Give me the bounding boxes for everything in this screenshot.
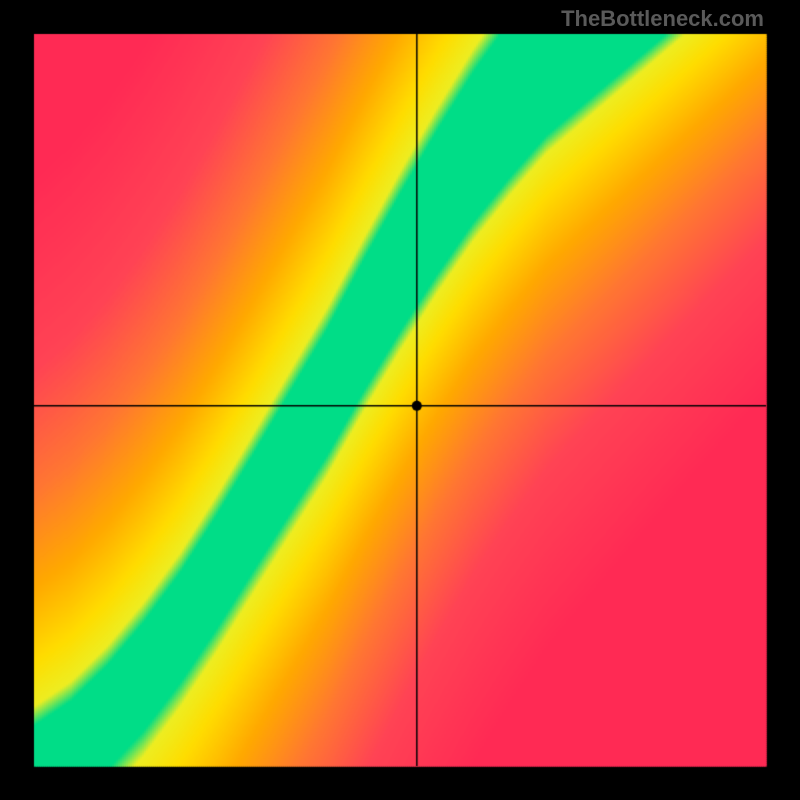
watermark-text: TheBottleneck.com (561, 6, 764, 32)
bottleneck-heatmap (0, 0, 800, 800)
